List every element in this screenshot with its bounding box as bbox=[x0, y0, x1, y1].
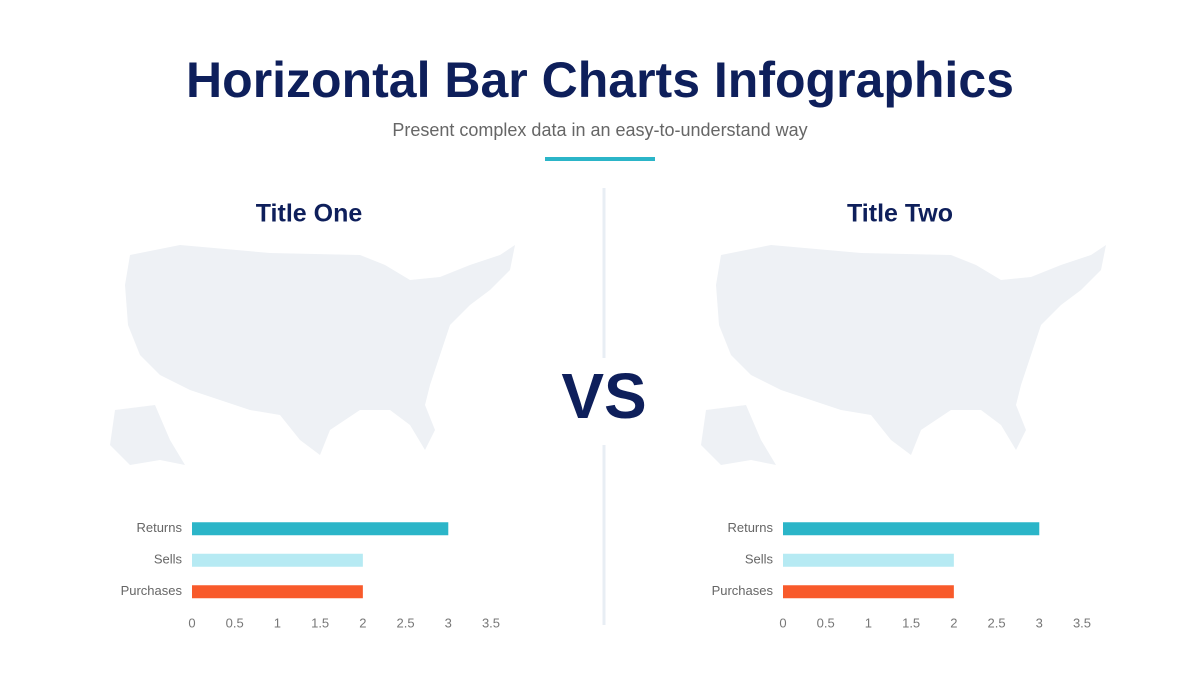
slide-title: Horizontal Bar Charts Infographics bbox=[186, 52, 1014, 108]
vs-label: VS bbox=[561, 360, 646, 432]
x-tick-label: 2 bbox=[359, 615, 366, 630]
x-tick-label: 2.5 bbox=[988, 615, 1006, 630]
chart-title: Title One bbox=[256, 200, 363, 228]
y-tick-label: Sells bbox=[745, 552, 774, 567]
bar bbox=[192, 553, 363, 567]
x-tick-label: 2 bbox=[950, 615, 957, 630]
y-tick-label: Returns bbox=[136, 520, 182, 535]
x-tick-label: 1.5 bbox=[902, 615, 920, 630]
x-tick-label: 2.5 bbox=[397, 615, 415, 630]
x-tick-label: 0 bbox=[188, 615, 195, 630]
x-tick-label: 1 bbox=[274, 615, 281, 630]
y-tick-label: Purchases bbox=[712, 583, 774, 598]
x-tick-label: 3.5 bbox=[482, 615, 500, 630]
x-tick-label: 1.5 bbox=[311, 615, 329, 630]
x-tick-label: 3.5 bbox=[1073, 615, 1091, 630]
x-tick-label: 0 bbox=[779, 615, 786, 630]
y-tick-label: Returns bbox=[727, 520, 773, 535]
bar bbox=[783, 522, 1040, 536]
chart-title: Title Two bbox=[847, 200, 953, 228]
bar bbox=[192, 585, 363, 599]
bar bbox=[783, 553, 954, 567]
bar bbox=[192, 522, 449, 536]
x-tick-label: 3 bbox=[1036, 615, 1043, 630]
x-tick-label: 3 bbox=[445, 615, 452, 630]
title-underline bbox=[545, 157, 655, 161]
bar bbox=[783, 585, 954, 599]
x-tick-label: 0.5 bbox=[226, 615, 244, 630]
x-tick-label: 1 bbox=[865, 615, 872, 630]
x-tick-label: 0.5 bbox=[817, 615, 835, 630]
slide-subtitle: Present complex data in an easy-to-under… bbox=[392, 120, 807, 140]
y-tick-label: Purchases bbox=[121, 583, 183, 598]
y-tick-label: Sells bbox=[154, 552, 183, 567]
